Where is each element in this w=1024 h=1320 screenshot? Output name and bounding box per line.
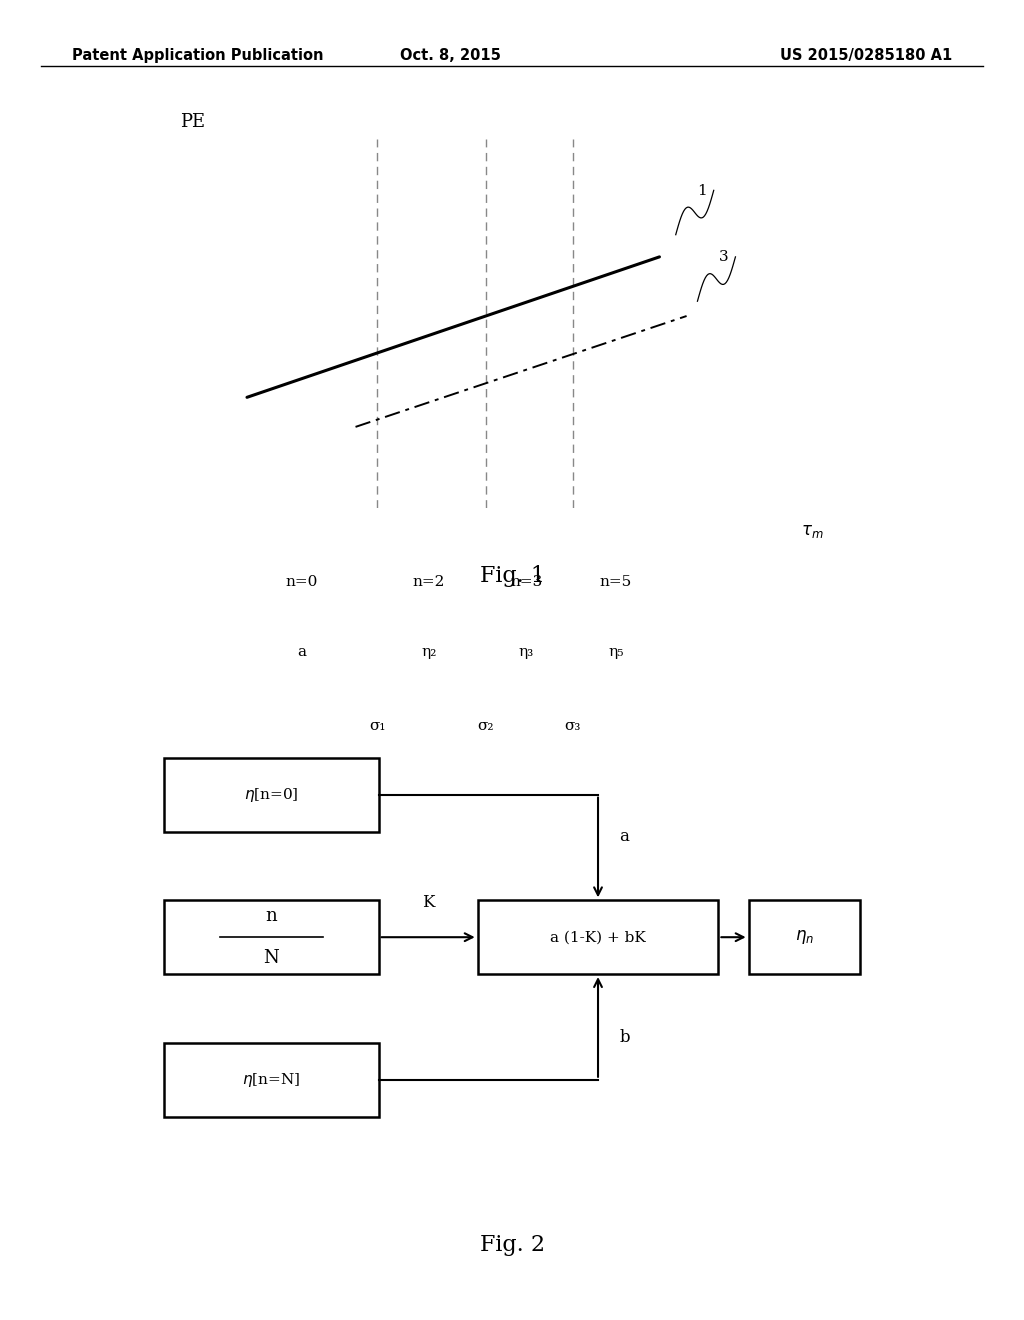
Text: 3: 3	[719, 251, 729, 264]
Text: Fig. 1: Fig. 1	[479, 565, 545, 587]
Text: σ₃: σ₃	[564, 719, 581, 733]
Text: $\eta$[n=N]: $\eta$[n=N]	[242, 1071, 300, 1089]
Text: a: a	[620, 829, 630, 845]
Text: N: N	[263, 949, 279, 968]
Text: Patent Application Publication: Patent Application Publication	[72, 48, 324, 62]
Text: b: b	[620, 1030, 630, 1045]
Text: n=2: n=2	[413, 574, 445, 589]
Text: σ₂: σ₂	[477, 719, 494, 733]
Text: K: K	[422, 894, 434, 911]
Text: $\tau_m$: $\tau_m$	[801, 523, 823, 540]
Text: η₅: η₅	[608, 645, 624, 659]
Text: US 2015/0285180 A1: US 2015/0285180 A1	[780, 48, 952, 62]
Text: n=0: n=0	[285, 574, 317, 589]
FancyBboxPatch shape	[164, 900, 379, 974]
Text: 1: 1	[697, 183, 708, 198]
FancyBboxPatch shape	[164, 1043, 379, 1117]
Text: σ₁: σ₁	[369, 719, 385, 733]
FancyBboxPatch shape	[477, 900, 719, 974]
Text: a: a	[297, 645, 306, 659]
Text: $\eta_n$: $\eta_n$	[795, 928, 814, 946]
FancyBboxPatch shape	[749, 900, 860, 974]
Text: a (1-K) + bK: a (1-K) + bK	[550, 931, 646, 944]
Text: n: n	[265, 907, 278, 925]
Text: η₃: η₃	[519, 645, 535, 659]
Text: $\eta$[n=0]: $\eta$[n=0]	[244, 785, 298, 804]
Text: Fig. 2: Fig. 2	[479, 1234, 545, 1257]
Text: n=5: n=5	[600, 574, 632, 589]
FancyBboxPatch shape	[164, 758, 379, 832]
Text: PE: PE	[180, 114, 205, 131]
Text: Oct. 8, 2015: Oct. 8, 2015	[400, 48, 501, 62]
Text: n=3: n=3	[510, 574, 543, 589]
Text: η₂: η₂	[421, 645, 436, 659]
